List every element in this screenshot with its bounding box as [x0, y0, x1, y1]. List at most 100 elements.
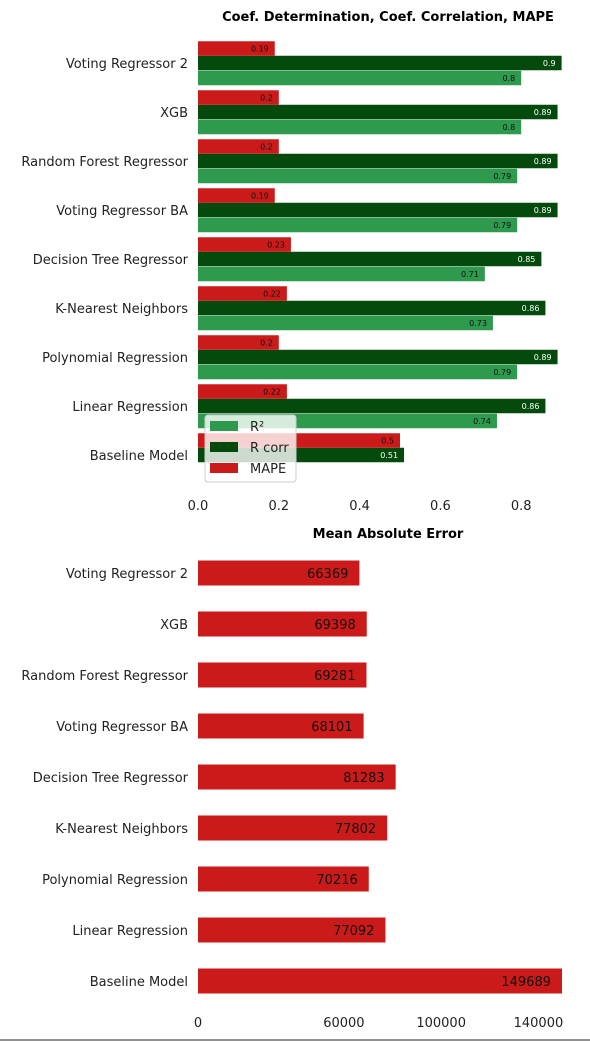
category-label-linear-regression: Linear Regression — [72, 924, 188, 939]
data-label-r-xgb: 0.8 — [502, 123, 515, 132]
data-label-r-k-nearest-neighbors: 0.73 — [469, 319, 487, 328]
category-label-decision-tree-regressor: Decision Tree Regressor — [33, 771, 189, 786]
bar-mae-xgb — [198, 611, 367, 637]
data-label-r-corr-k-nearest-neighbors: 0.86 — [522, 304, 540, 313]
bar-mae-voting-regressor-ba — [198, 713, 364, 739]
category-label-k-nearest-neighbors: K-Nearest Neighbors — [55, 822, 188, 837]
legend-label-r-corr: R corr — [250, 441, 289, 456]
data-label-mape-k-nearest-neighbors: 0.22 — [263, 290, 281, 299]
data-label-r-decision-tree-regressor: 0.71 — [461, 270, 479, 279]
bar-mae-k-nearest-neighbors — [198, 815, 388, 841]
bar-mape-xgb — [198, 90, 279, 105]
x-tick-label: 60000 — [323, 1016, 364, 1031]
bar-r-random-forest-regressor — [198, 168, 518, 184]
category-label-decision-tree-regressor: Decision Tree Regressor — [33, 253, 189, 268]
category-label-baseline-model: Baseline Model — [90, 449, 188, 464]
bar-mae-polynomial-regression — [198, 866, 369, 892]
category-label-polynomial-regression: Polynomial Regression — [42, 351, 188, 366]
x-tick-label: 0.2 — [268, 499, 289, 514]
category-label-random-forest-regressor: Random Forest Regressor — [21, 155, 188, 170]
bar-r-polynomial-regression — [198, 364, 518, 380]
data-label-r-corr-random-forest-regressor: 0.89 — [534, 157, 552, 166]
legend-swatch-mape — [210, 463, 238, 473]
category-label-voting-regressor-ba: Voting Regressor BA — [56, 204, 188, 219]
bar-mae-decision-tree-regressor — [198, 764, 396, 790]
bar-mape-voting-regressor-ba — [198, 188, 275, 203]
category-label-k-nearest-neighbors: K-Nearest Neighbors — [55, 302, 188, 317]
bar-mae-voting-regressor-2 — [198, 560, 360, 586]
bar-mape-linear-regression — [198, 384, 287, 399]
bar-r-corr-xgb — [198, 104, 558, 120]
bar-r-corr-random-forest-regressor — [198, 153, 558, 169]
data-label-mae-k-nearest-neighbors: 77802 — [335, 822, 376, 837]
bar-r-voting-regressor-2 — [198, 70, 522, 86]
mae-x-ticks: 0 60000 100000 140000 — [194, 1016, 563, 1031]
data-label-mape-voting-regressor-2: 0.19 — [251, 45, 269, 54]
x-tick-label: 0.8 — [511, 499, 532, 514]
data-label-mape-xgb: 0.2 — [260, 94, 273, 103]
bar-r-corr-linear-regression — [198, 398, 546, 414]
data-label-mape-linear-regression: 0.22 — [263, 388, 281, 397]
data-label-mape-polynomial-regression: 0.2 — [260, 339, 273, 348]
bar-mape-random-forest-regressor — [198, 139, 279, 154]
data-label-r-corr-baseline-model: 0.51 — [380, 451, 398, 460]
bar-mae-random-forest-regressor — [198, 662, 367, 688]
bar-r-corr-k-nearest-neighbors — [198, 300, 546, 316]
mae-category-labels: Voting Regressor 2 XGB Random Forest Regre… — [21, 567, 188, 990]
metrics-x-ticks: 0.0 0.2 0.4 0.6 0.8 — [188, 499, 532, 514]
x-tick-label: 0.4 — [349, 499, 370, 514]
bar-mape-voting-regressor-2 — [198, 41, 275, 56]
data-label-r-polynomial-regression: 0.79 — [493, 368, 511, 377]
mae-chart: Mean Absolute Error 66369 69398 69281 68101… — [21, 527, 563, 1031]
bar-r-corr-polynomial-regression — [198, 349, 558, 365]
data-label-r-corr-linear-regression: 0.86 — [522, 402, 540, 411]
metrics-bars: 0.8 0.9 0.19 0.8 0.89 0.2 0.79 0.89 0.2 0.79 0.89 0… — [198, 41, 562, 463]
bar-r-corr-voting-regressor-ba — [198, 202, 558, 218]
bar-r-k-nearest-neighbors — [198, 315, 493, 331]
data-label-r-random-forest-regressor: 0.79 — [493, 172, 511, 181]
data-label-r-linear-regression: 0.74 — [473, 417, 491, 426]
metrics-category-labels: Voting Regressor 2 XGB Random Forest Regre… — [21, 57, 188, 464]
category-label-voting-regressor-ba: Voting Regressor BA — [56, 720, 188, 735]
bar-r-voting-regressor-ba — [198, 217, 518, 233]
data-label-mape-decision-tree-regressor: 0.23 — [267, 241, 285, 250]
x-tick-label: 0.6 — [430, 499, 451, 514]
bar-mape-decision-tree-regressor — [198, 237, 291, 252]
data-label-mae-voting-regressor-ba: 68101 — [311, 720, 352, 735]
data-label-mae-decision-tree-regressor: 81283 — [343, 771, 384, 786]
data-label-r-corr-voting-regressor-2: 0.9 — [543, 59, 556, 68]
bar-r-corr-voting-regressor-2 — [198, 55, 562, 71]
mae-chart-title: Mean Absolute Error — [313, 527, 464, 542]
bar-r-xgb — [198, 119, 522, 135]
x-tick-label: 0 — [194, 1016, 202, 1031]
data-label-r-corr-decision-tree-regressor: 0.85 — [518, 255, 536, 264]
legend-label-r: R² — [250, 420, 264, 435]
category-label-linear-regression: Linear Regression — [72, 400, 188, 415]
data-label-r-corr-voting-regressor-ba: 0.89 — [534, 206, 552, 215]
bar-mape-k-nearest-neighbors — [198, 286, 287, 301]
x-tick-label: 100000 — [416, 1016, 466, 1031]
category-label-xgb: XGB — [160, 618, 188, 633]
bar-r-decision-tree-regressor — [198, 266, 485, 282]
data-label-mae-baseline-model: 149689 — [501, 975, 551, 990]
metrics-chart: Coef. Determination, Coef. Correlation, … — [21, 10, 562, 514]
x-tick-label: 0.0 — [188, 499, 209, 514]
category-label-voting-regressor-2: Voting Regressor 2 — [66, 57, 188, 72]
data-label-r-corr-polynomial-regression: 0.89 — [534, 353, 552, 362]
category-label-polynomial-regression: Polynomial Regression — [42, 873, 188, 888]
category-label-baseline-model: Baseline Model — [90, 975, 188, 990]
bar-mae-linear-regression — [198, 917, 386, 943]
category-label-voting-regressor-2: Voting Regressor 2 — [66, 567, 188, 582]
legend-label-mape: MAPE — [250, 462, 286, 477]
metrics-legend: R² R corr MAPE — [204, 414, 297, 483]
data-label-r-voting-regressor-ba: 0.79 — [493, 221, 511, 230]
x-tick-label: 140000 — [514, 1016, 564, 1031]
data-label-mae-xgb: 69398 — [314, 618, 355, 633]
category-label-random-forest-regressor: Random Forest Regressor — [21, 669, 188, 684]
bar-r-corr-decision-tree-regressor — [198, 251, 542, 267]
data-label-mae-random-forest-regressor: 69281 — [314, 669, 355, 684]
data-label-mae-linear-regression: 77092 — [333, 924, 374, 939]
data-label-r-corr-xgb: 0.89 — [534, 108, 552, 117]
data-label-mae-polynomial-regression: 70216 — [316, 873, 357, 888]
